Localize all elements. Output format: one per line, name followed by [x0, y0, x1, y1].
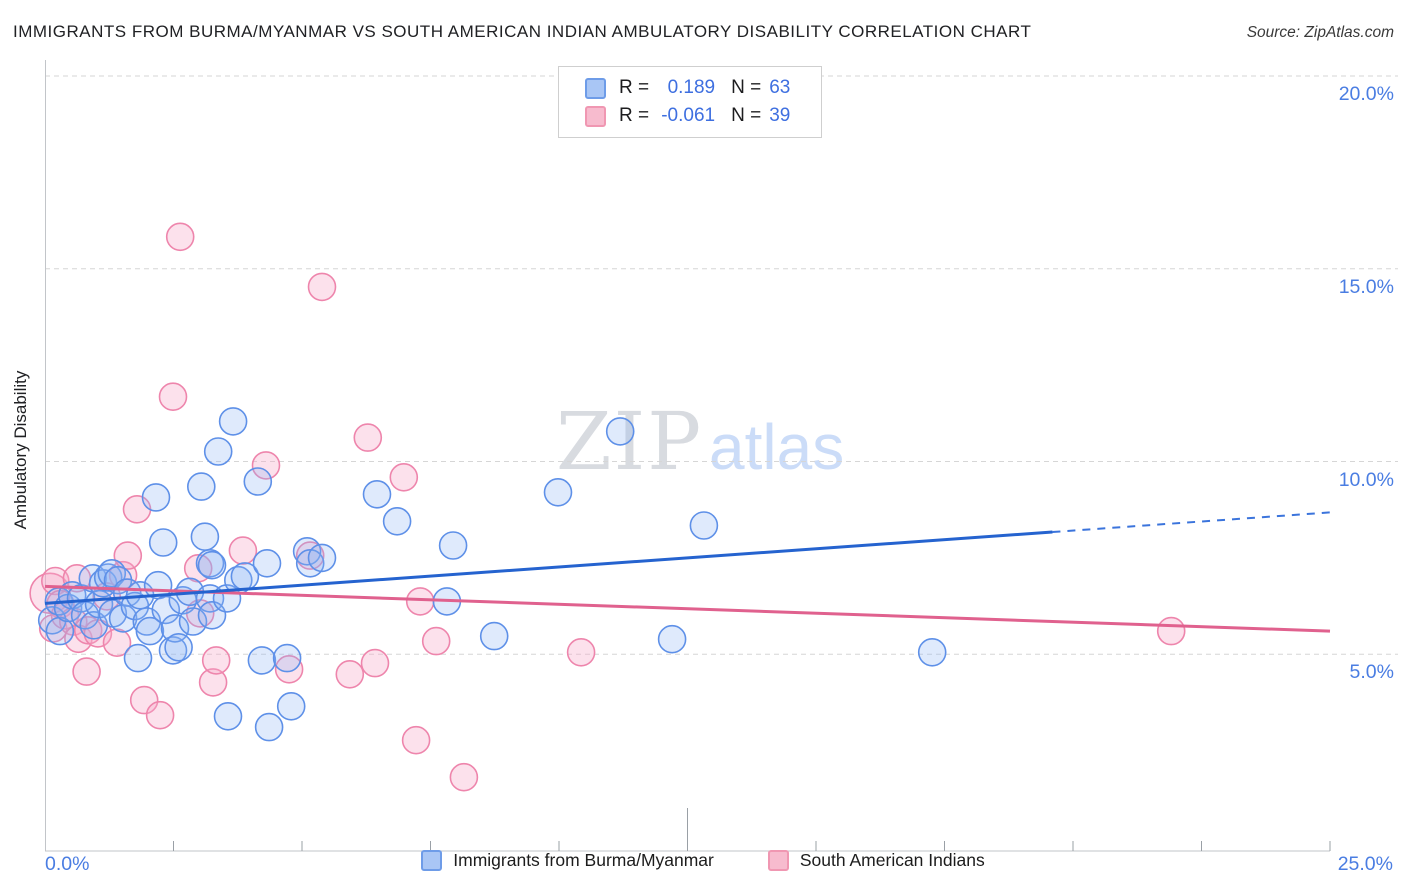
correlation-stats-box: R = 0.189 N = 63 R = -0.061 N = 39 [558, 66, 822, 138]
scatter-point-burma[interactable] [254, 712, 284, 742]
scatter-point-south-american[interactable] [360, 648, 390, 678]
y-tick-label: 15.0% [1338, 275, 1394, 298]
n-value: 63 [769, 77, 791, 98]
scatter-point-burma[interactable] [151, 595, 181, 625]
scatter-point-south-american[interactable] [72, 657, 101, 686]
scatter-point-burma[interactable] [45, 616, 75, 646]
n-value: 39 [769, 105, 791, 126]
scatter-point-south-american[interactable] [198, 668, 228, 697]
scatter-point-burma[interactable] [543, 477, 573, 507]
scatter-point-south-american[interactable] [353, 423, 383, 452]
scatter-point-south-american[interactable] [389, 462, 419, 492]
scatter-point-burma[interactable] [203, 437, 233, 466]
scatter-point-burma[interactable] [195, 548, 225, 578]
scatter-point-burma[interactable] [190, 522, 220, 552]
scatter-point-burma[interactable] [362, 479, 392, 509]
blue-series-swatch [585, 77, 606, 99]
y-tick-label: 20.0% [1338, 83, 1394, 105]
scatter-point-south-american[interactable] [1156, 616, 1186, 646]
scatter-point-burma[interactable] [247, 646, 277, 675]
scatter-point-burma[interactable] [272, 643, 302, 673]
scatter-point-south-american[interactable] [405, 587, 435, 616]
scatter-point-south-american[interactable] [335, 659, 365, 689]
trend-line-south-american [44, 584, 1331, 633]
scatter-point-south-american[interactable] [421, 626, 451, 656]
legend-label-south-american: South American Indians [799, 850, 985, 870]
scatter-point-burma[interactable] [160, 614, 190, 643]
scatter-point-south-american[interactable] [158, 382, 188, 412]
scatter-point-burma[interactable] [382, 506, 412, 536]
legend-item-burma[interactable]: Immigrants from Burma/Myanmar [421, 850, 714, 871]
r-value: -0.061 [661, 105, 716, 126]
y-tick-label: 5.0% [1349, 661, 1394, 684]
scatter-point-south-american[interactable] [449, 762, 479, 792]
scatter-point-south-american[interactable] [165, 222, 195, 252]
y-axis-title: Ambulatory Disability [11, 370, 30, 530]
n-label: N = [731, 105, 762, 126]
n-label: N = [731, 77, 762, 98]
scatter-point-burma[interactable] [917, 637, 947, 667]
scatter-point-burma[interactable] [292, 536, 322, 566]
scatter-point-burma[interactable] [141, 483, 171, 512]
y-tick-label: 10.0% [1338, 468, 1394, 491]
blue-legend-swatch [421, 850, 443, 871]
scatter-point-burma[interactable] [307, 543, 337, 573]
scatter-point-south-american[interactable] [274, 654, 304, 684]
scatter-point-south-american[interactable] [145, 700, 175, 730]
scatter-point-burma[interactable] [605, 417, 635, 446]
series-legend: Immigrants from Burma/Myanmar South Amer… [0, 850, 1406, 871]
scatter-point-south-american[interactable] [102, 628, 132, 658]
scatter-point-burma[interactable] [657, 624, 687, 654]
source-label: Source: ZipAtlas.com [1246, 24, 1394, 41]
scatter-point-burma[interactable] [218, 407, 248, 436]
scatter-point-south-american[interactable] [295, 541, 325, 570]
x-axis-min-label: 0.0% [45, 853, 90, 875]
r-label: R = [619, 105, 650, 126]
scatter-point-burma[interactable] [135, 616, 165, 646]
trend-line-burma [44, 530, 1053, 605]
scatter-point-south-american[interactable] [129, 685, 159, 715]
scatter-point-burma[interactable] [252, 548, 282, 578]
stats-row-burma: R = 0.189 N = 63 [585, 75, 821, 101]
scatter-point-burma[interactable] [243, 467, 273, 496]
scatter-point-south-american[interactable] [401, 725, 431, 755]
scatter-point-burma[interactable] [178, 607, 208, 636]
scatter-point-south-american[interactable] [307, 272, 337, 302]
scatter-point-burma[interactable] [213, 701, 243, 731]
pink-legend-swatch [767, 850, 789, 871]
stats-row-south-american: R = -0.061 N = 39 [585, 103, 821, 129]
scatter-point-south-american[interactable] [201, 646, 231, 675]
scatter-point-burma[interactable] [689, 511, 719, 540]
scatter-point-south-american[interactable] [228, 536, 258, 565]
scatter-point-burma[interactable] [93, 563, 123, 592]
scatter-point-burma[interactable] [148, 528, 178, 557]
x-axis-max-label: 25.0% [1337, 853, 1393, 875]
scatter-point-burma[interactable] [164, 632, 193, 662]
scatter-point-burma[interactable] [276, 691, 306, 721]
page-title: IMMIGRANTS FROM BURMA/MYANMAR VS SOUTH A… [13, 22, 1032, 41]
scatter-point-south-american[interactable] [251, 451, 281, 480]
r-label: R = [619, 77, 650, 98]
pink-series-swatch [585, 105, 606, 127]
scatter-point-burma[interactable] [479, 621, 509, 651]
r-value: 0.189 [667, 77, 716, 98]
legend-item-south-american[interactable]: South American Indians [767, 850, 985, 871]
scatter-point-burma[interactable] [197, 550, 227, 580]
trend-line-burma-extrapolated [1052, 511, 1331, 534]
legend-label-burma: Immigrants from Burma/Myanmar [453, 850, 714, 870]
scatter-point-burma[interactable] [187, 472, 216, 501]
scatter-point-south-american[interactable] [113, 541, 143, 570]
scatter-point-burma[interactable] [123, 643, 153, 673]
scatter-point-burma[interactable] [438, 531, 468, 560]
scatter-point-south-american[interactable] [566, 637, 596, 667]
